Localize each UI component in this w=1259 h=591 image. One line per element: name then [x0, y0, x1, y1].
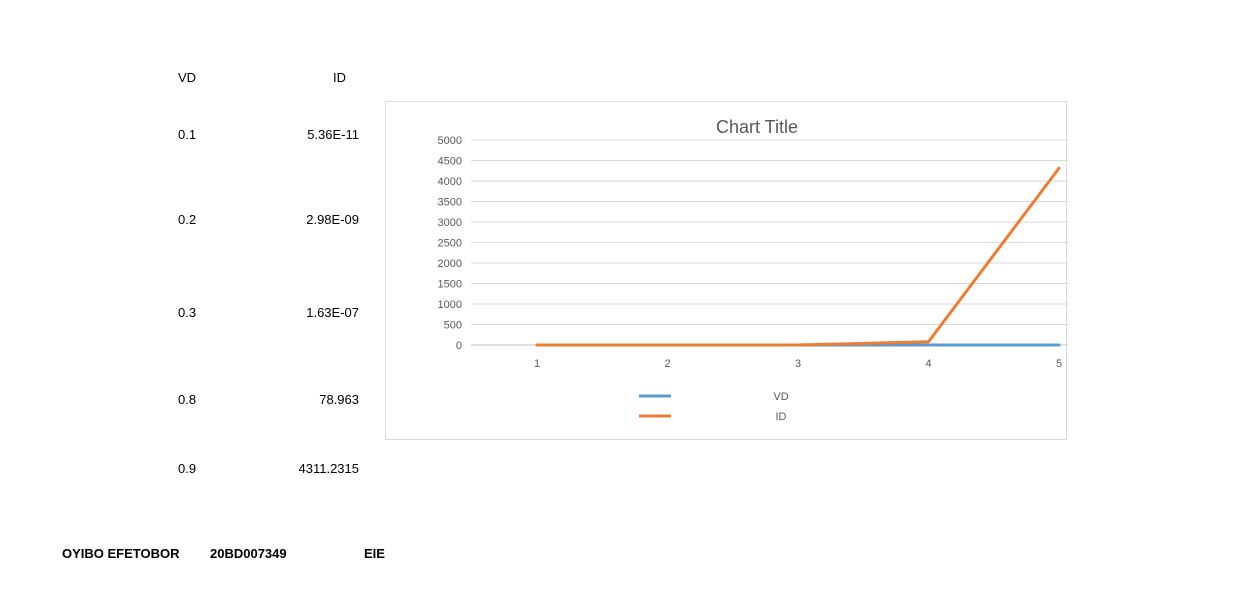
y-tick-label-500: 500 [444, 320, 462, 332]
x-tick-label-2: 2 [664, 358, 670, 370]
cell-id-5: 4311.2315 [298, 461, 360, 476]
y-tick-label-1500: 1500 [438, 279, 462, 291]
cell-vd-5: 0.9 [178, 461, 197, 476]
y-tick-label-5000: 5000 [438, 135, 462, 147]
cell-id-4: 78.963 [319, 392, 359, 407]
y-tick-label-4500: 4500 [438, 156, 462, 168]
legend-label-vd: VD [773, 391, 788, 403]
y-tick-label-2000: 2000 [438, 258, 462, 270]
x-tick-label-5: 5 [1056, 358, 1062, 370]
cell-id-3: 1.63E-07 [306, 305, 359, 320]
cell-vd-2: 0.2 [178, 212, 197, 227]
chart-container: Chart Title 0 500 1000 1500 2000 2500 3000 3500 4… [385, 101, 1068, 440]
department: EIE [364, 546, 385, 561]
y-tick-label-3500: 3500 [438, 197, 462, 209]
y-tick-label-0: 0 [456, 340, 462, 352]
student-name: OYIBO EFETOBOR [62, 546, 180, 561]
line-chart: Chart Title 0 500 1000 1500 2000 2500 3000 3500 4… [438, 117, 1068, 423]
student-id-number: 20BD007349 [210, 546, 287, 561]
x-tick-label-3: 3 [795, 358, 801, 370]
y-tick-label-2500: 2500 [438, 238, 462, 250]
cell-vd-3: 0.3 [178, 305, 197, 320]
x-tick-label-4: 4 [925, 358, 931, 370]
column-header-vd: VD [178, 70, 197, 85]
cell-id-1: 5.36E-11 [307, 127, 359, 142]
y-tick-label-1000: 1000 [438, 299, 462, 311]
cell-id-2: 2.98E-09 [306, 212, 359, 227]
chart-title: Chart Title [716, 117, 798, 137]
y-tick-label-3000: 3000 [438, 217, 462, 229]
column-header-id: ID [333, 70, 346, 85]
cell-vd-1: 0.1 [178, 127, 197, 142]
series-line-id [535, 166, 1061, 347]
cell-vd-4: 0.8 [178, 392, 197, 407]
x-tick-label-1: 1 [534, 358, 540, 370]
y-tick-label-4000: 4000 [438, 176, 462, 188]
legend-label-id: ID [776, 411, 787, 423]
